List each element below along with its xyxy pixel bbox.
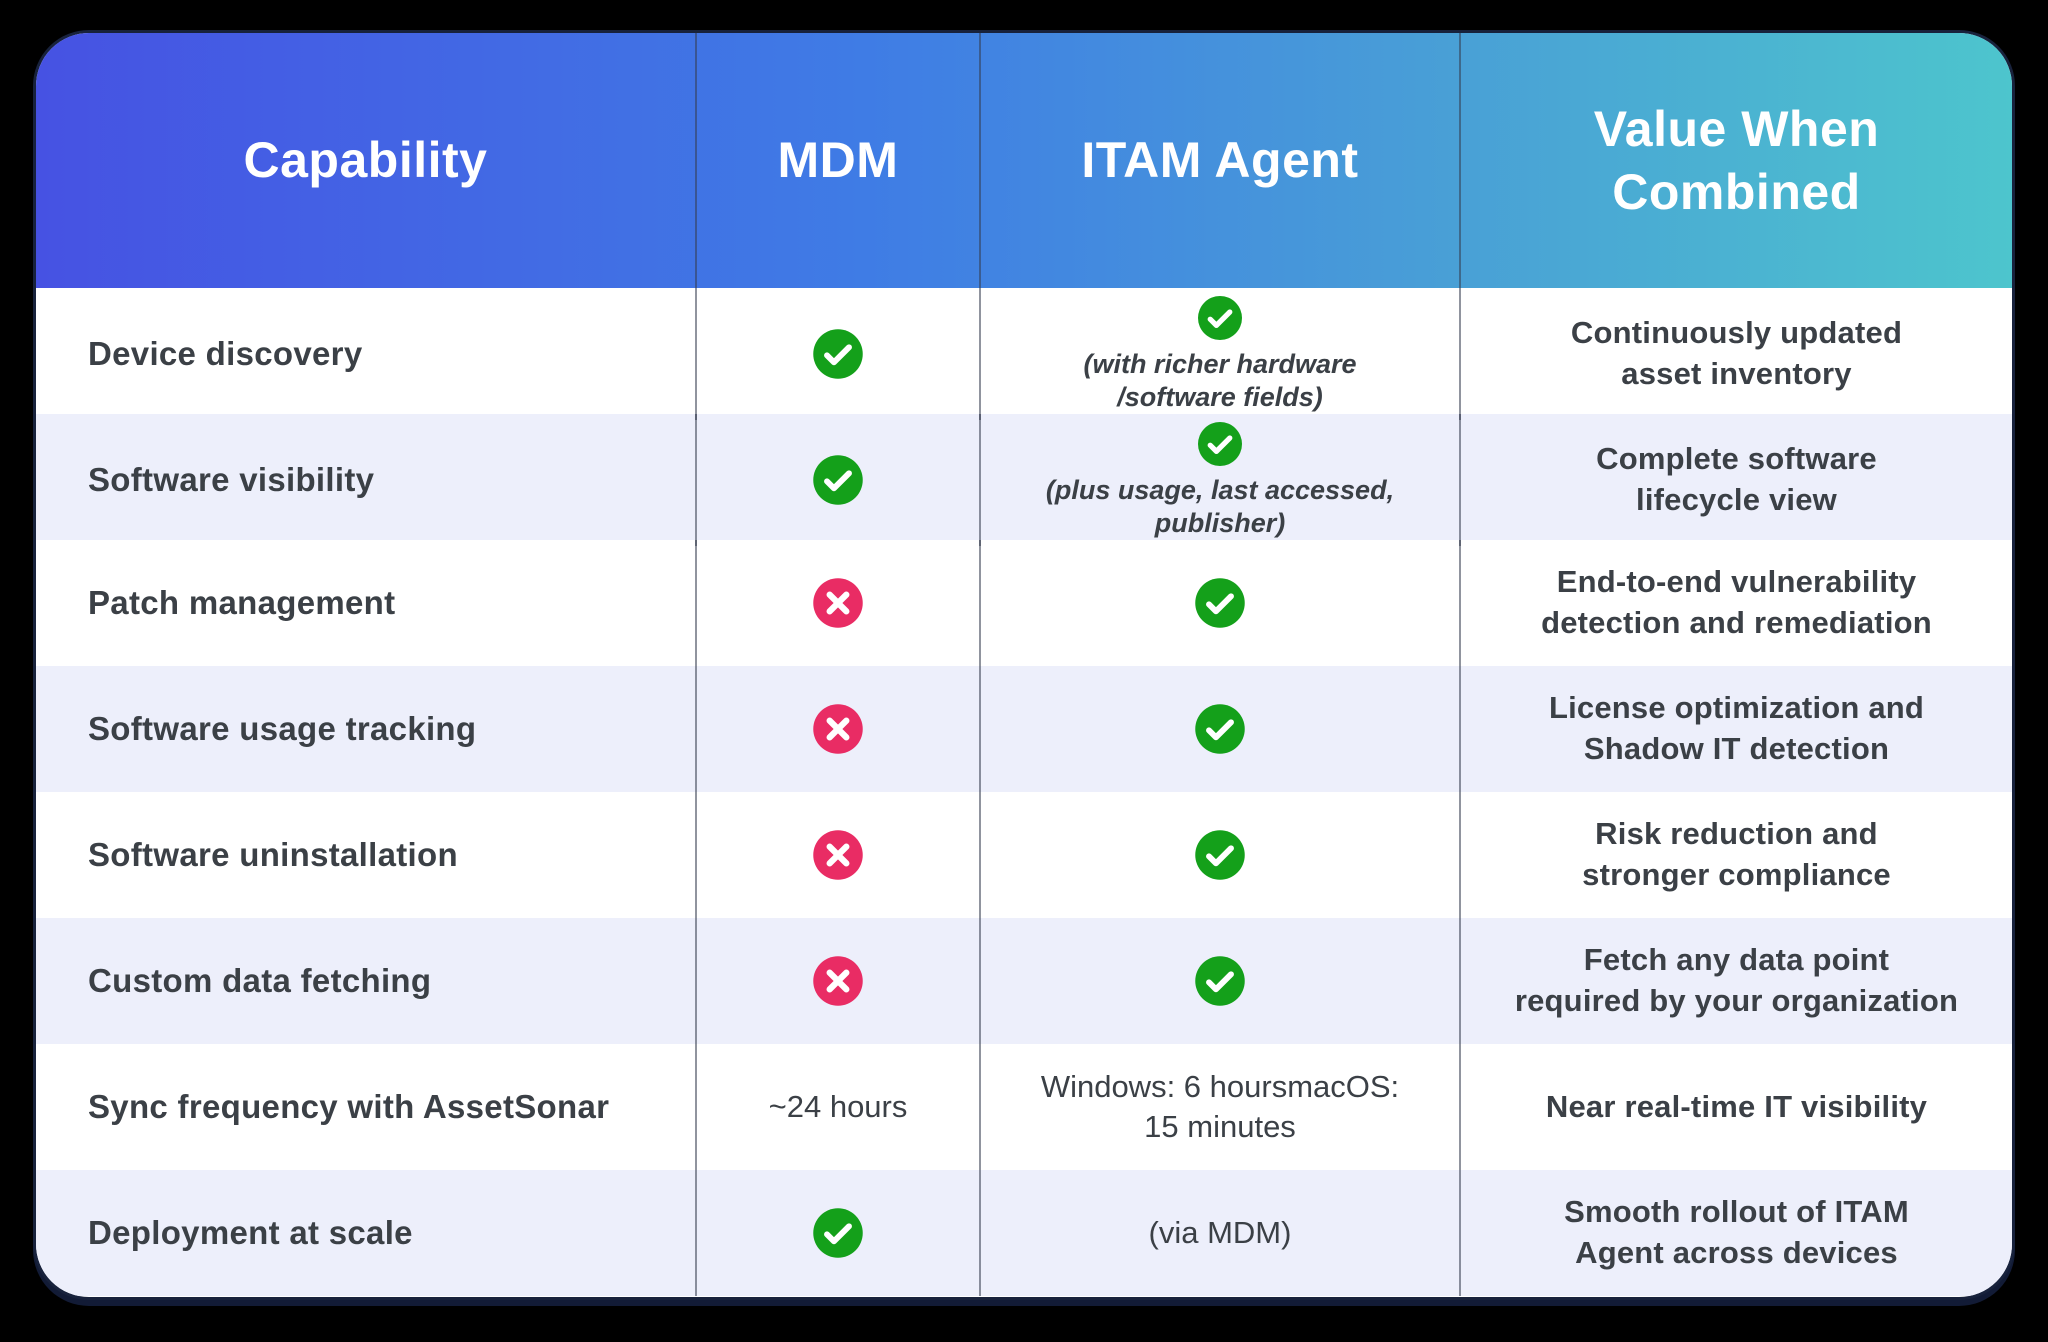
- comparison-table-card: Capability MDM ITAM Agent Value When Com…: [33, 30, 2015, 1300]
- value-cell: Near real-time IT visibility: [1459, 1044, 2012, 1170]
- value-text: Complete software lifecycle view: [1596, 441, 1877, 517]
- itam-cell: [979, 792, 1459, 918]
- value-text: Continuously updated asset inventory: [1570, 315, 1903, 391]
- capability-cell: Device discovery: [36, 288, 695, 420]
- value-text: Fetch any data point required by your or…: [1514, 942, 1959, 1018]
- capability-cell: Sync frequency with AssetSonar: [36, 1044, 695, 1170]
- value-cell: Smooth rollout of ITAM Agent across devi…: [1459, 1170, 2012, 1296]
- capability-cell: Patch management: [36, 540, 695, 666]
- itam-cell: (with richer hardware /software fields): [979, 288, 1459, 420]
- table-row: Custom data fetching Fetch any data poin…: [36, 918, 2012, 1044]
- itam-cell: (plus usage, last accessed, publisher): [979, 414, 1459, 546]
- check-icon: [813, 1208, 863, 1258]
- table-row: Software visibility (plus usage, last ac…: [36, 414, 2012, 546]
- cross-icon: [813, 578, 863, 628]
- capability-label: Sync frequency with AssetSonar: [88, 1088, 610, 1125]
- table-row: Patch management End-to-end vulnerabilit…: [36, 540, 2012, 666]
- capability-cell: Software visibility: [36, 414, 695, 546]
- check-icon: [1198, 422, 1242, 466]
- value-text: Smooth rollout of ITAM Agent across devi…: [1564, 1194, 1909, 1270]
- cross-icon: [813, 830, 863, 880]
- mdm-cell: [695, 288, 979, 420]
- check-icon: [1195, 956, 1245, 1006]
- mdm-cell: [695, 540, 979, 666]
- itam-cell: [979, 540, 1459, 666]
- status-note: (with richer hardware /software fields): [1083, 349, 1357, 412]
- capability-label: Custom data fetching: [88, 962, 432, 999]
- value-cell: License optimization and Shadow IT detec…: [1459, 666, 2012, 792]
- header-mdm: MDM: [695, 33, 979, 288]
- value-cell: Risk reduction and stronger compliance: [1459, 792, 2012, 918]
- capability-label: Deployment at scale: [88, 1214, 413, 1251]
- header-value-when-combined: Value When Combined: [1459, 33, 2012, 288]
- mdm-cell: [695, 666, 979, 792]
- capability-label: Software usage tracking: [88, 710, 477, 747]
- itam-cell: (via MDM): [979, 1170, 1459, 1296]
- check-icon: [1195, 704, 1245, 754]
- capability-cell: Custom data fetching: [36, 918, 695, 1044]
- mdm-cell: [695, 414, 979, 546]
- value-text: Risk reduction and stronger compliance: [1582, 816, 1891, 892]
- table-body: Device discovery (with richer hardware /…: [36, 288, 2012, 1296]
- itam-cell: Windows: 6 hoursmacOS: 15 minutes: [979, 1044, 1459, 1170]
- check-icon: [1195, 578, 1245, 628]
- value-text: License optimization and Shadow IT detec…: [1548, 690, 1925, 766]
- status-text: ~24 hours: [768, 1088, 908, 1124]
- check-icon: [813, 455, 863, 505]
- value-cell: Continuously updated asset inventory: [1459, 288, 2012, 420]
- table-row: Sync frequency with AssetSonar ~24 hours…: [36, 1044, 2012, 1170]
- capability-cell: Deployment at scale: [36, 1170, 695, 1296]
- capability-label: Software uninstallation: [88, 836, 458, 873]
- status-text: Windows: 6 hoursmacOS: 15 minutes: [1040, 1068, 1400, 1144]
- cross-icon: [813, 956, 863, 1006]
- value-text: End-to-end vulnerability detection and r…: [1541, 564, 1932, 640]
- cross-icon: [813, 704, 863, 754]
- table-row: Device discovery (with richer hardware /…: [36, 288, 2012, 420]
- value-text: Near real-time IT visibility: [1545, 1088, 1928, 1124]
- table-row: Software uninstallation Risk reduction a…: [36, 792, 2012, 918]
- value-cell: Complete software lifecycle view: [1459, 414, 2012, 546]
- table-header-row: Capability MDM ITAM Agent Value When Com…: [36, 33, 2012, 288]
- capability-label: Software visibility: [88, 460, 375, 498]
- capability-label: Patch management: [88, 584, 396, 621]
- header-capability: Capability: [243, 132, 488, 189]
- itam-cell: [979, 918, 1459, 1044]
- value-cell: End-to-end vulnerability detection and r…: [1459, 540, 2012, 666]
- capability-cell: Software uninstallation: [36, 792, 695, 918]
- header-itam-agent: ITAM Agent: [979, 33, 1459, 288]
- capability-label: Device discovery: [88, 334, 363, 372]
- table-row: Software usage tracking License optimiza…: [36, 666, 2012, 792]
- capability-cell: Software usage tracking: [36, 666, 695, 792]
- status-note: (plus usage, last accessed, publisher): [1045, 475, 1395, 538]
- itam-cell: [979, 666, 1459, 792]
- check-icon: [1195, 830, 1245, 880]
- mdm-cell: [695, 1170, 979, 1296]
- table-row: Deployment at scale (via MDM) Smooth rol…: [36, 1170, 2012, 1296]
- mdm-cell: [695, 792, 979, 918]
- value-cell: Fetch any data point required by your or…: [1459, 918, 2012, 1044]
- mdm-cell: [695, 918, 979, 1044]
- status-text: (via MDM): [1148, 1214, 1292, 1250]
- mdm-cell: ~24 hours: [695, 1044, 979, 1170]
- check-icon: [813, 329, 863, 379]
- check-icon: [1198, 296, 1242, 340]
